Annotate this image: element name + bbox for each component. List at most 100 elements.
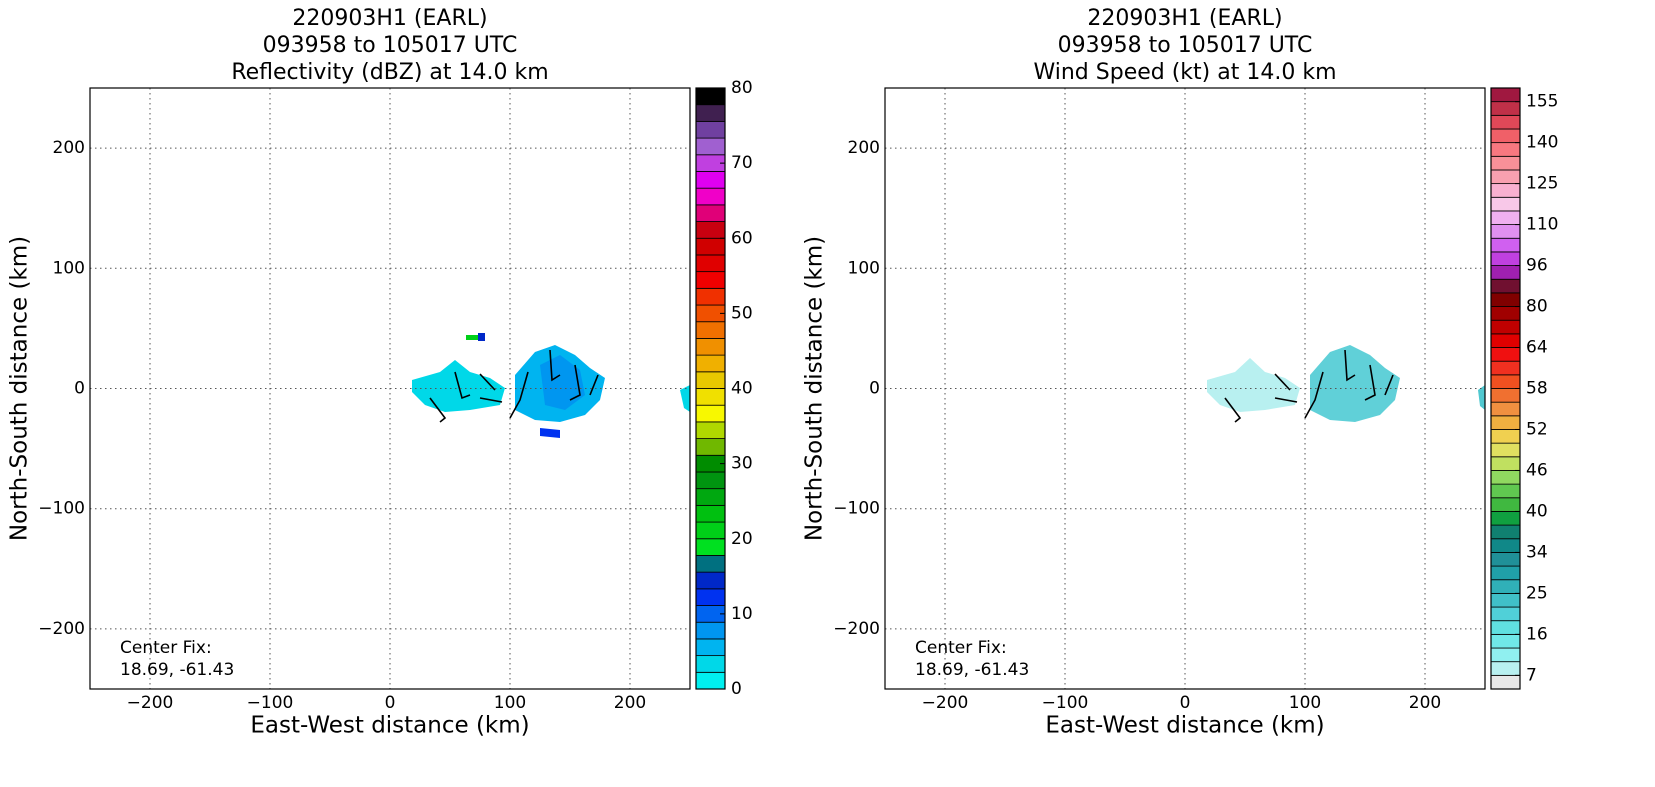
chart-title: Reflectivity (dBZ) at 14.0 km (231, 60, 548, 85)
colorbar-bin (1490, 128, 1521, 144)
chart-title: Wind Speed (kt) at 14.0 km (1033, 60, 1336, 85)
colorbar-bin (695, 354, 726, 373)
colorbar-bin (1490, 114, 1521, 130)
colorbar-bin (1490, 633, 1521, 649)
x-tick-label: 0 (385, 693, 396, 713)
colorbar-tick-label: 50 (731, 303, 753, 323)
colorbar-tick-label: 70 (731, 153, 753, 173)
colorbar-bin (1490, 306, 1521, 321)
colorbar-bin (695, 571, 726, 590)
y-tick-label: 200 (848, 138, 880, 158)
colorbar-bin (695, 504, 726, 523)
echo (1478, 385, 1485, 410)
x-axis-label: East-West distance (km) (250, 713, 529, 739)
x-tick-label: 200 (1409, 693, 1441, 713)
chart-title: 220903H1 (EARL) (1087, 6, 1282, 31)
colorbar-bin (1490, 565, 1521, 581)
colorbar-tick-label: 20 (731, 529, 753, 549)
colorbar-bin (1490, 87, 1521, 103)
x-tick-label: 0 (1180, 693, 1191, 713)
y-tick-label: 0 (869, 379, 880, 399)
colorbar-bin (695, 221, 726, 239)
colorbar-bin (695, 137, 726, 156)
colorbar-bin (1490, 647, 1521, 663)
colorbar-tick-label: 140 (1526, 133, 1558, 153)
colorbar-bin (1490, 210, 1521, 225)
colorbar-bin (1490, 142, 1521, 157)
colorbar-bin (1490, 169, 1521, 185)
x-axis-label: East-West distance (km) (1045, 713, 1324, 739)
colorbar-bin (1490, 674, 1521, 690)
colorbar-bin (695, 171, 726, 189)
echo (478, 333, 485, 341)
colorbar-bin (1490, 374, 1521, 389)
colorbar-bin (695, 237, 726, 256)
colorbar-tick-label: 46 (1526, 460, 1548, 480)
colorbar-bin (1490, 592, 1521, 608)
annotation: 18.69, -61.43 (120, 660, 234, 680)
x-tick-label: −200 (127, 693, 174, 713)
colorbar-tick-label: 80 (1526, 297, 1548, 317)
colorbar-tick-label: 40 (1526, 501, 1548, 521)
colorbar-bin (695, 120, 726, 139)
colorbar-bin (695, 321, 726, 339)
colorbar-tick-label: 58 (1526, 379, 1548, 399)
colorbar-bin (695, 338, 726, 356)
annotation: Center Fix: (915, 638, 1007, 658)
reflectivity-field (412, 333, 690, 438)
y-tick-label: −100 (38, 499, 85, 519)
colorbar-tick-label: 30 (731, 454, 753, 474)
colorbar-bin (1490, 497, 1521, 512)
y-tick-label: 100 (848, 258, 880, 278)
colorbar-tick-label: 40 (731, 379, 753, 399)
annotation: 18.69, -61.43 (915, 660, 1029, 680)
echo (1310, 345, 1400, 422)
colorbar-bin (1490, 429, 1521, 444)
colorbar-bin (1490, 620, 1521, 635)
colorbar-tick-label: 110 (1526, 215, 1558, 235)
colorbar-bin (1490, 292, 1521, 307)
colorbar-bin (1490, 524, 1521, 540)
colorbar-bin (695, 438, 726, 456)
colorbar-bin (1490, 333, 1521, 348)
colorbar-bin (695, 287, 726, 306)
colorbar-bin (1490, 470, 1521, 485)
echo (540, 428, 560, 438)
colorbar-bin (1490, 183, 1521, 198)
y-tick-label: 200 (53, 138, 85, 158)
colorbar-bin (1490, 401, 1521, 417)
colorbar-bin (695, 404, 726, 423)
y-tick-label: −200 (833, 619, 880, 639)
y-tick-label: −200 (38, 619, 85, 639)
x-tick-label: 100 (494, 693, 526, 713)
colorbar-tick-label: 52 (1526, 419, 1548, 439)
colorbar-bin (695, 588, 726, 606)
colorbar-bin (695, 421, 726, 439)
colorbar-bin (695, 555, 726, 573)
x-tick-label: −200 (922, 693, 969, 713)
colorbar-bin (695, 187, 726, 206)
colorbar-tick-label: 7 (1526, 665, 1537, 685)
colorbar-tick-label: 34 (1526, 542, 1548, 562)
colorbar-tick-label: 155 (1526, 92, 1558, 112)
y-tick-label: 0 (74, 379, 85, 399)
colorbar-bin (1490, 319, 1521, 335)
colorbar-tick-label: 96 (1526, 256, 1548, 276)
colorbar-bin (1490, 442, 1521, 458)
x-tick-label: −100 (1042, 693, 1089, 713)
colorbar-bin (1490, 347, 1521, 362)
chart-title: 220903H1 (EARL) (292, 6, 487, 31)
colorbar-bin (695, 488, 726, 506)
plot-frame (89, 87, 691, 690)
y-axis-label: North-South distance (km) (802, 236, 828, 541)
colorbar-bin (695, 538, 726, 556)
colorbar-bin (1490, 511, 1521, 526)
colorbar-tick-label: 10 (731, 604, 753, 624)
colorbar-bin (1490, 456, 1521, 471)
colorbar-bin (1490, 661, 1521, 676)
colorbar-bin (695, 521, 726, 540)
x-tick-label: 200 (614, 693, 646, 713)
colorbar-tick-label: 60 (731, 228, 753, 248)
colorbar-bin (1490, 278, 1521, 294)
colorbar-bin (695, 388, 726, 406)
